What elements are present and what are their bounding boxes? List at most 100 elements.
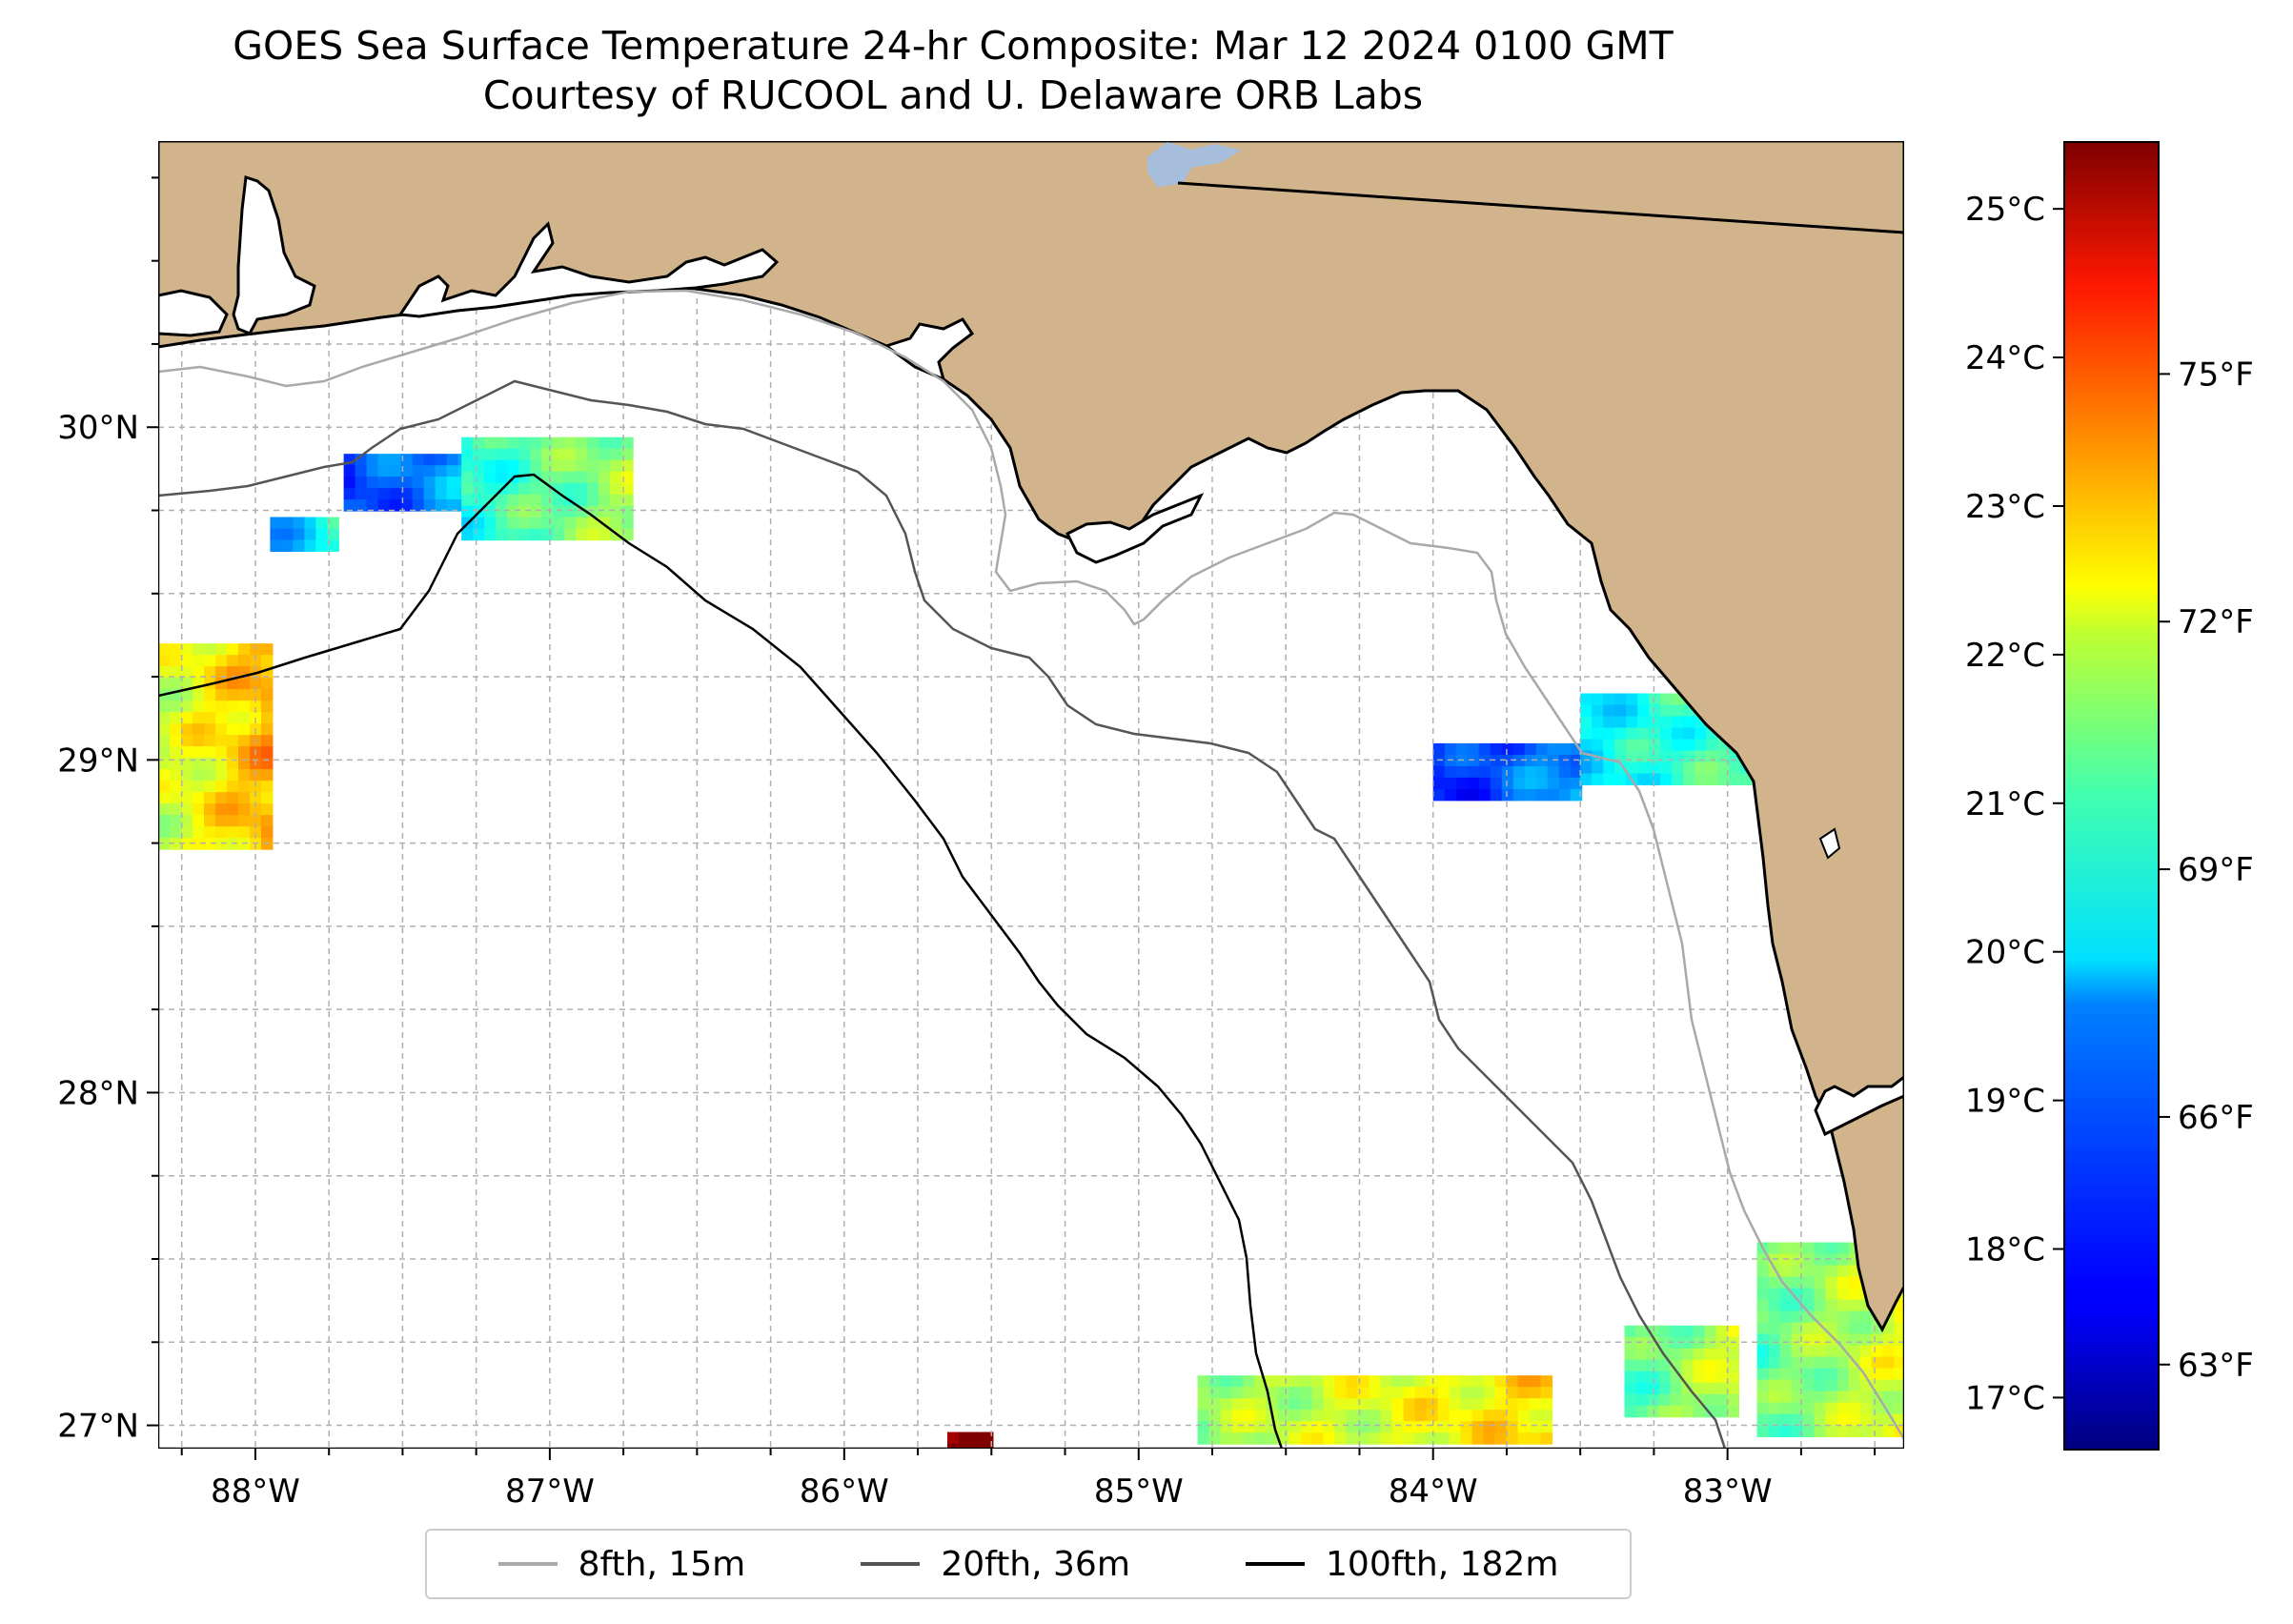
sst-pixel bbox=[1683, 739, 1695, 752]
sst-pixel bbox=[1658, 1405, 1672, 1418]
sst-pixel bbox=[1693, 1382, 1706, 1395]
sst-pixel bbox=[1768, 1379, 1781, 1392]
sst-pixel bbox=[1444, 765, 1457, 779]
sst-pixel bbox=[564, 517, 577, 530]
sst-pixel bbox=[215, 769, 228, 782]
sst-pixel bbox=[215, 838, 228, 850]
sst-pixel bbox=[446, 499, 459, 512]
sst-pixel bbox=[1756, 1391, 1770, 1404]
sst-pixel bbox=[238, 838, 251, 850]
sst-pixel bbox=[587, 448, 599, 461]
sst-pixel bbox=[518, 517, 531, 530]
sst-pixel bbox=[1311, 1398, 1325, 1411]
sst-pixel bbox=[238, 655, 251, 667]
sst-pixel bbox=[158, 815, 171, 827]
sst-pixel bbox=[1658, 1325, 1672, 1338]
sst-pixel bbox=[1300, 1398, 1313, 1411]
legend-item-20fth: 20fth, 36m bbox=[861, 1545, 1130, 1584]
celsius-tick-label: 17°C bbox=[1965, 1379, 2045, 1417]
sst-pixel bbox=[1715, 1405, 1729, 1418]
sst-pixel bbox=[1277, 1421, 1290, 1433]
sst-pixel bbox=[435, 454, 448, 466]
sst-pixel bbox=[1814, 1242, 1827, 1255]
sst-pixel bbox=[1580, 716, 1593, 729]
sst-pixel bbox=[377, 477, 391, 489]
sst-pixel bbox=[181, 735, 193, 747]
sst-pixel bbox=[1369, 1421, 1382, 1433]
sst-pixel bbox=[261, 689, 274, 701]
sst-pixel bbox=[1768, 1425, 1781, 1438]
sst-pixel bbox=[1624, 1382, 1637, 1395]
sst-pixel bbox=[1266, 1432, 1279, 1445]
sst-pixel bbox=[1756, 1310, 1770, 1324]
sst-pixel bbox=[1432, 754, 1446, 767]
sst-pixel bbox=[1391, 1387, 1405, 1399]
sst-pixel bbox=[1289, 1410, 1302, 1422]
sst-pixel bbox=[1369, 1375, 1382, 1388]
sst-pixel bbox=[1220, 1375, 1233, 1388]
sst-pixel bbox=[227, 826, 239, 839]
sst-pixel bbox=[461, 436, 474, 450]
sst-pixel bbox=[1603, 727, 1615, 741]
sst-pixel bbox=[1768, 1242, 1781, 1255]
sst-pixel bbox=[1791, 1322, 1804, 1335]
sst-pixel bbox=[1660, 716, 1673, 729]
sst-pixel bbox=[1768, 1413, 1781, 1427]
sst-pixel bbox=[355, 488, 368, 500]
sst-pixel bbox=[576, 482, 588, 496]
sst-pixel bbox=[1483, 1432, 1496, 1445]
sst-pixel bbox=[1580, 727, 1593, 741]
title-line-1: GOES Sea Surface Temperature 24-hr Compo… bbox=[233, 23, 1674, 69]
sst-pixel bbox=[1814, 1299, 1827, 1312]
sst-pixel bbox=[564, 459, 577, 473]
sst-pixel bbox=[1334, 1398, 1348, 1411]
sst-pixel bbox=[1647, 1359, 1660, 1372]
sst-pixel bbox=[1683, 727, 1695, 741]
sst-pixel bbox=[1768, 1368, 1781, 1381]
sst-pixel bbox=[193, 643, 205, 656]
sst-pixel bbox=[238, 769, 251, 782]
sst-pixel bbox=[1592, 693, 1604, 706]
sst-pixel bbox=[1197, 1432, 1210, 1445]
sst-pixel bbox=[1693, 1325, 1706, 1338]
sst-pixel bbox=[304, 517, 316, 529]
sst-pixel bbox=[610, 494, 622, 507]
sst-pixel bbox=[1802, 1333, 1816, 1347]
sst-pixel bbox=[1592, 761, 1604, 775]
sst-pixel bbox=[1334, 1387, 1348, 1399]
sst-pixel bbox=[1660, 739, 1673, 752]
sst-pixel bbox=[1197, 1421, 1210, 1433]
sst-pixel bbox=[238, 723, 251, 736]
sst-pixel bbox=[158, 712, 171, 724]
sst-pixel bbox=[1570, 742, 1583, 756]
colorbar-fahrenheit-ticks: 63°F 66°F 69°F 72°F 75°F bbox=[2159, 355, 2254, 1385]
sst-pixel bbox=[1768, 1299, 1781, 1312]
sst-pixel bbox=[1603, 739, 1615, 752]
sst-pixel bbox=[599, 459, 611, 473]
sst-pixel bbox=[1649, 704, 1661, 718]
sst-pixel bbox=[473, 517, 485, 530]
sst-pixel bbox=[530, 482, 542, 496]
sst-pixel bbox=[1323, 1398, 1336, 1411]
sst-pixel bbox=[1501, 777, 1514, 790]
sst-pixel bbox=[621, 505, 634, 518]
sst-pixel bbox=[1791, 1391, 1804, 1404]
sst-pixel bbox=[576, 505, 588, 518]
sst-pixel bbox=[1814, 1333, 1827, 1347]
sst-pixel bbox=[193, 758, 205, 770]
sst-pixel bbox=[1791, 1356, 1804, 1370]
sst-pixel bbox=[496, 436, 508, 450]
sst-pixel bbox=[518, 471, 531, 484]
sst-pixel bbox=[1311, 1375, 1325, 1388]
sst-pixel bbox=[389, 477, 402, 489]
sst-pixel bbox=[1346, 1432, 1359, 1445]
sst-pixel bbox=[215, 792, 228, 804]
sst-pixel bbox=[1836, 1288, 1850, 1301]
sst-pixel bbox=[1369, 1410, 1382, 1422]
sst-pixel bbox=[181, 723, 193, 736]
sst-pixel bbox=[507, 528, 519, 541]
sst-pixel bbox=[1517, 1410, 1531, 1422]
sst-pixel bbox=[1660, 773, 1673, 786]
sst-pixel bbox=[1624, 1393, 1637, 1407]
sst-pixel bbox=[1243, 1387, 1256, 1399]
